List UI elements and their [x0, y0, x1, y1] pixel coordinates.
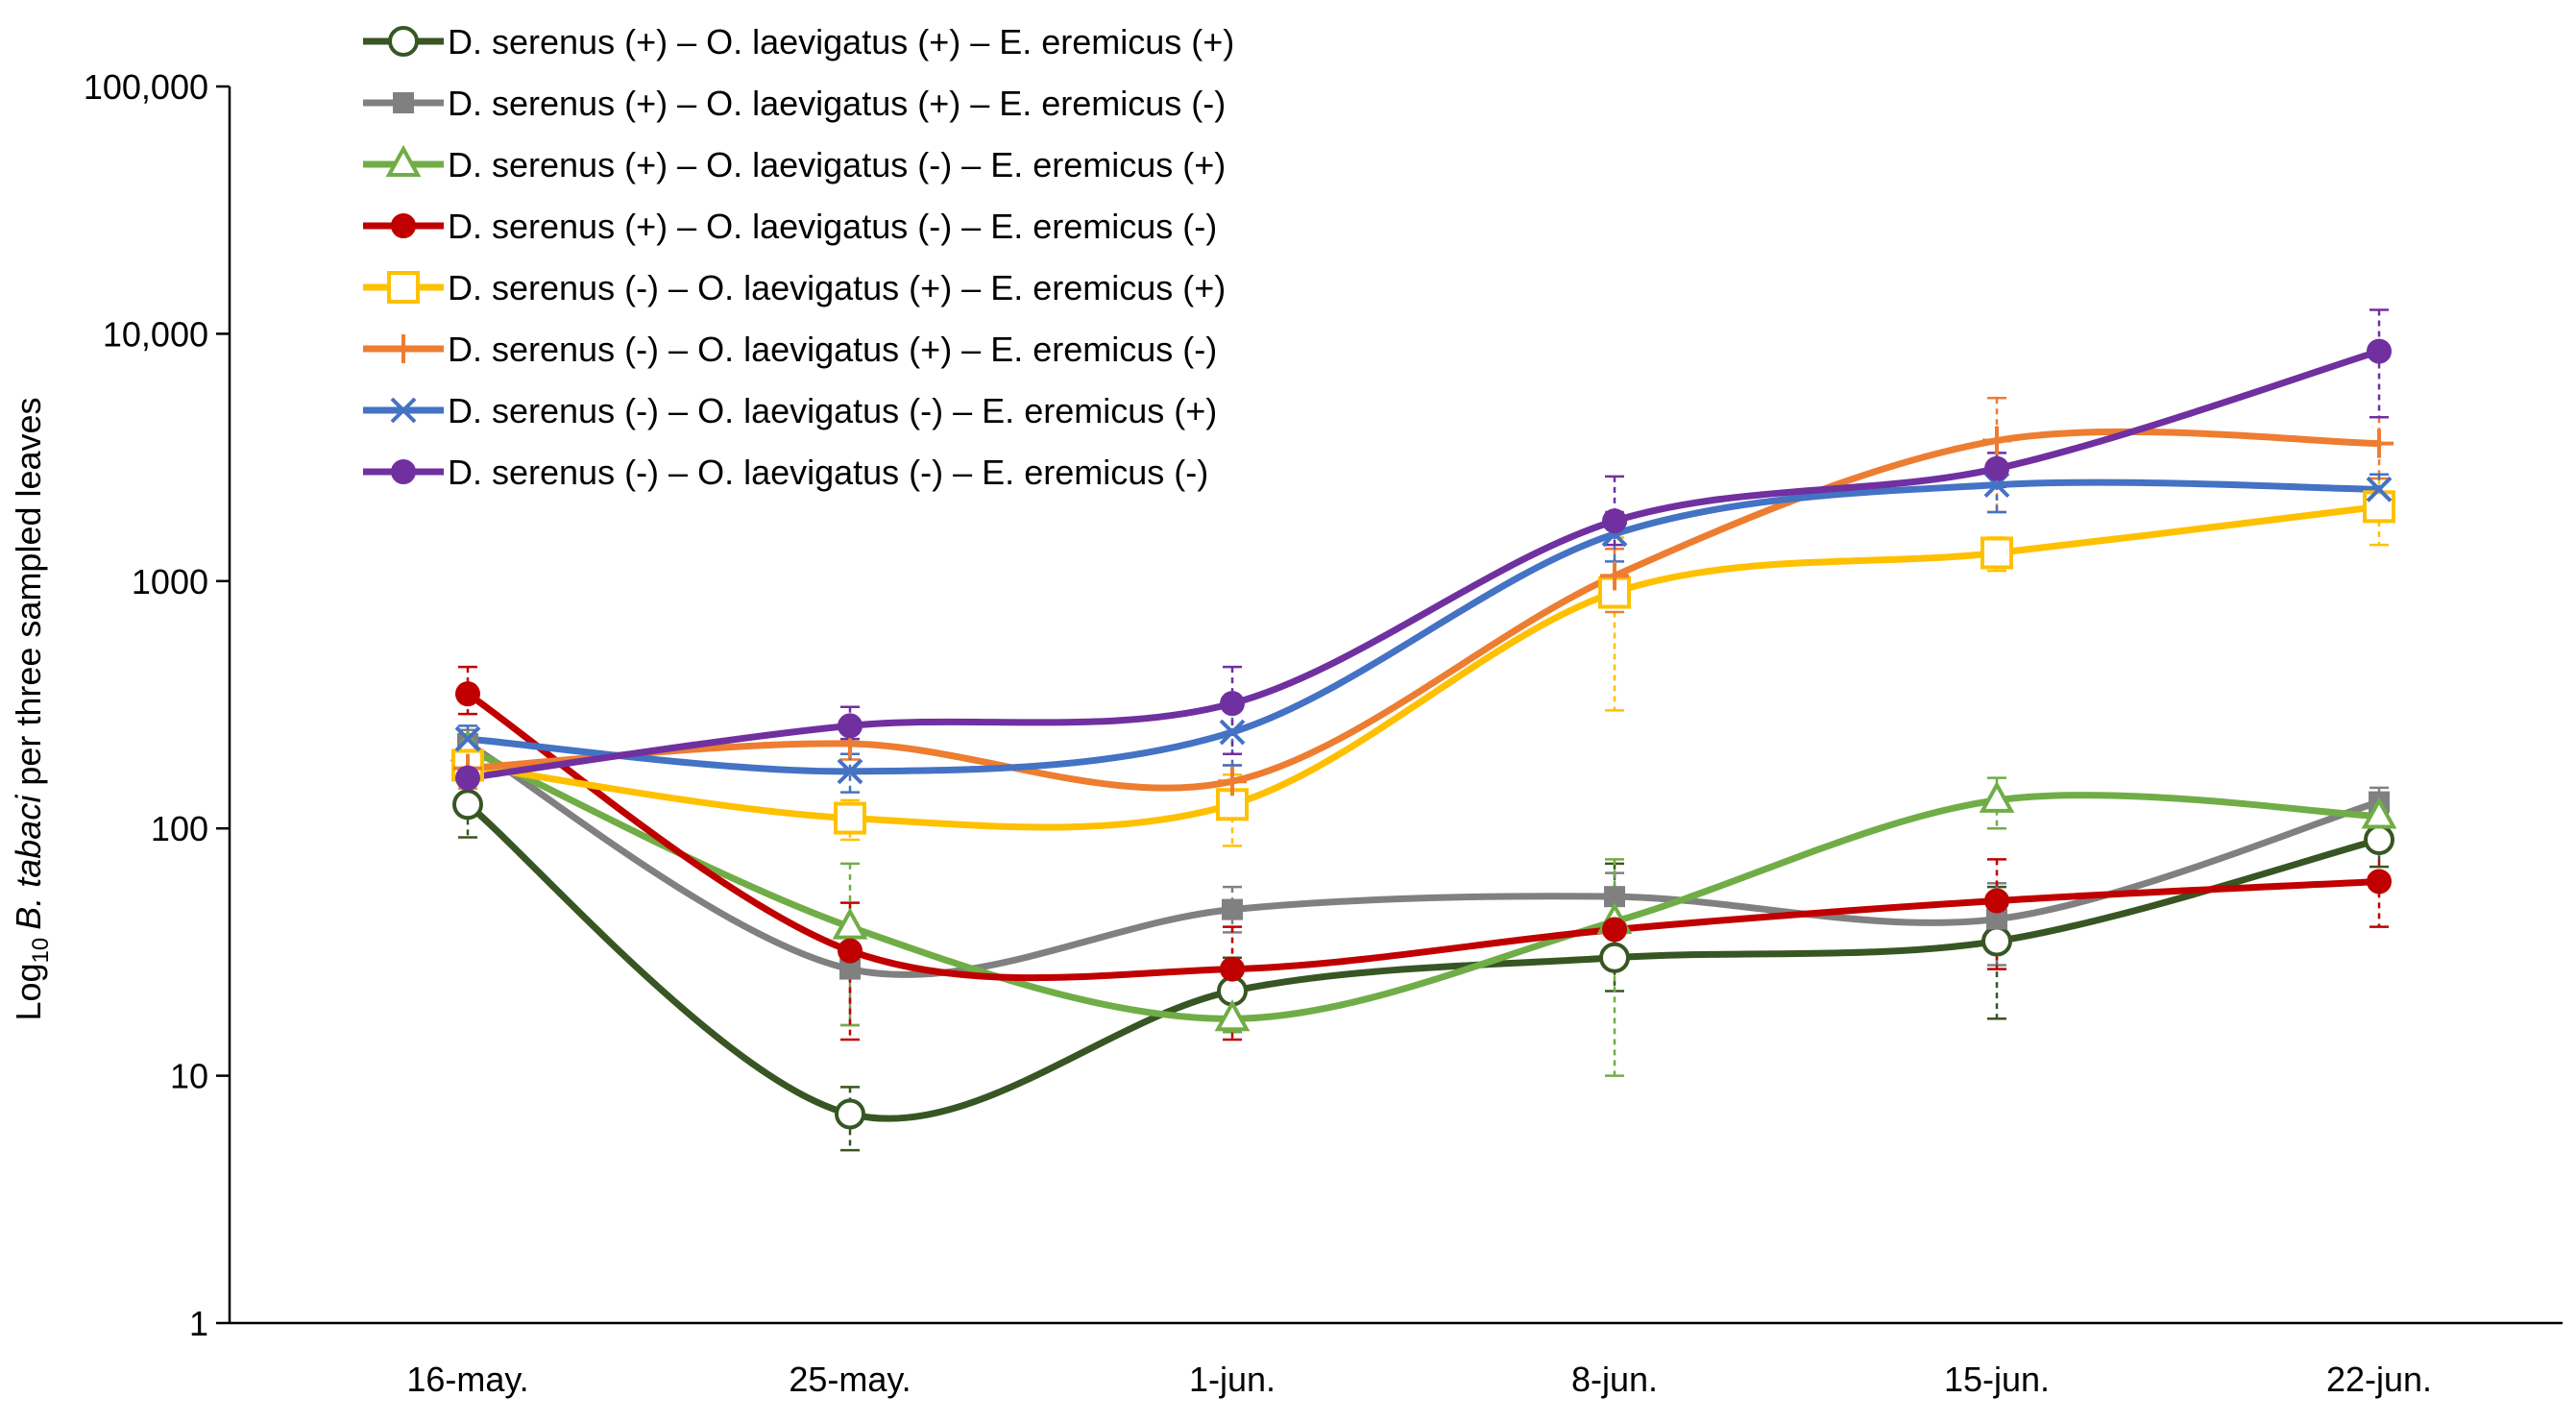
- legend-item-7: D. serenus (-) – O. laevigatus (-) – E. …: [363, 391, 1217, 430]
- data-point-marker: [455, 765, 480, 791]
- legend-item-8: D. serenus (-) – O. laevigatus (-) – E. …: [363, 453, 1208, 492]
- y-axis-label-prefix: Log: [9, 963, 48, 1020]
- legend-item-5: D. serenus (-) – O. laevigatus (+) – E. …: [363, 268, 1226, 307]
- x-tick-label: 25-may.: [789, 1360, 911, 1399]
- data-point-marker: [2366, 476, 2393, 503]
- legend-item-1: D. serenus (+) – O. laevigatus (+) – E. …: [363, 22, 1234, 61]
- data-point-marker: [1984, 888, 2009, 914]
- series-line-3: [464, 745, 2383, 1022]
- series-line-2: [464, 740, 2383, 978]
- data-point-marker: [390, 397, 417, 424]
- data-point-marker: [452, 789, 483, 821]
- y-tick-label: 10: [170, 1057, 208, 1096]
- data-point-marker: [1220, 691, 1245, 717]
- data-point-marker: [837, 758, 863, 785]
- data-point-marker: [388, 26, 419, 57]
- data-point-marker: [387, 271, 420, 304]
- y-axis-label-suffix: per three sampled leaves: [9, 397, 48, 785]
- legend-label: D. serenus (-) – O. laevigatus (-) – E. …: [448, 391, 1217, 430]
- data-point-marker: [834, 801, 866, 835]
- y-axis-label-species: B. tabaci: [9, 795, 48, 930]
- series-line-6: [464, 428, 2383, 792]
- chart-axes: 1 10 100 1000 10,000 100,000 16-may. 25-may. 1-j…: [84, 67, 2563, 1399]
- data-point-marker: [391, 459, 416, 484]
- series-line-5: [464, 503, 2383, 831]
- x-tick-label: 16-may.: [406, 1360, 528, 1399]
- y-tick-label: 100: [151, 809, 208, 848]
- data-point-marker: [2367, 338, 2392, 364]
- legend-label: D. serenus (+) – O. laevigatus (-) – E. …: [448, 207, 1217, 246]
- data-point-marker: [2363, 490, 2395, 524]
- y-tick-label: 10,000: [103, 314, 208, 354]
- x-tick-label: 8-jun.: [1571, 1360, 1658, 1399]
- data-point-marker: [385, 144, 422, 177]
- legend-label: D. serenus (-) – O. laevigatus (-) – E. …: [448, 453, 1208, 492]
- y-tick-label: 1: [189, 1304, 208, 1343]
- data-point-marker: [838, 938, 863, 964]
- legend-item-4: D. serenus (+) – O. laevigatus (-) – E. …: [363, 207, 1217, 246]
- legend-label: D. serenus (-) – O. laevigatus (+) – E. …: [448, 268, 1226, 307]
- data-point-marker: [1222, 898, 1243, 920]
- data-point-marker: [1214, 999, 1251, 1032]
- y-axis-label-group: Log10 B. tabaci per three sampled leaves: [9, 397, 54, 1020]
- legend-label: D. serenus (+) – O. laevigatus (-) – E. …: [448, 145, 1226, 184]
- data-point-marker: [2367, 869, 2392, 895]
- data-point-marker: [2361, 797, 2397, 829]
- data-point-marker: [835, 1098, 865, 1130]
- x-tick-label: 1-jun.: [1189, 1360, 1276, 1399]
- data-point-marker: [2364, 823, 2394, 855]
- data-point-marker: [393, 92, 414, 113]
- data-point-marker: [454, 725, 481, 752]
- series-line-4: [464, 690, 2383, 982]
- legend-label: D. serenus (-) – O. laevigatus (+) – E. …: [448, 330, 1217, 369]
- data-point-marker: [832, 907, 868, 940]
- data-point-marker: [1216, 788, 1249, 821]
- series-line-1: [464, 800, 2383, 1122]
- y-axis-label: Log10 B. tabaci per three sampled leaves: [9, 397, 54, 1020]
- legend-item-3: D. serenus (+) – O. laevigatus (-) – E. …: [363, 144, 1226, 184]
- data-point-marker: [391, 213, 416, 238]
- data-point-marker: [389, 334, 418, 363]
- x-tick-label: 22-jun.: [2326, 1360, 2432, 1399]
- data-point-marker: [1602, 508, 1627, 534]
- x-tick-label: 15-jun.: [1944, 1360, 2050, 1399]
- data-point-marker: [1219, 719, 1246, 746]
- data-point-marker: [1599, 942, 1630, 973]
- legend-label: D. serenus (+) – O. laevigatus (+) – E. …: [448, 84, 1226, 123]
- data-point-marker: [1982, 426, 2011, 455]
- data-point-marker: [1218, 767, 1247, 797]
- series-line-7: [464, 478, 2383, 775]
- data-point-marker: [455, 681, 480, 707]
- legend-item-2: D. serenus (+) – O. laevigatus (+) – E. …: [363, 84, 1226, 123]
- data-point-marker: [1984, 455, 2009, 481]
- data-point-marker: [1981, 536, 2013, 570]
- legend-item-6: D. serenus (-) – O. laevigatus (+) – E. …: [363, 330, 1217, 369]
- series-markers: [450, 338, 2397, 1130]
- y-axis-label-subscript: 10: [28, 938, 54, 964]
- data-point-marker: [1602, 917, 1627, 943]
- y-tick-label: 1000: [132, 562, 208, 601]
- error-bars: [458, 308, 2389, 1152]
- data-point-marker: [1979, 780, 2015, 813]
- data-point-marker: [1220, 956, 1245, 982]
- data-point-marker: [1600, 561, 1629, 591]
- data-point-marker: [2365, 429, 2394, 458]
- legend: D. serenus (+) – O. laevigatus (+) – E. …: [363, 22, 1234, 492]
- series-line-8: [464, 348, 2383, 782]
- data-point-marker: [1981, 925, 2012, 957]
- series-lines: [464, 348, 2383, 1122]
- data-point-marker: [838, 713, 863, 739]
- y-tick-label: 100,000: [84, 67, 208, 107]
- legend-label: D. serenus (+) – O. laevigatus (+) – E. …: [448, 22, 1234, 61]
